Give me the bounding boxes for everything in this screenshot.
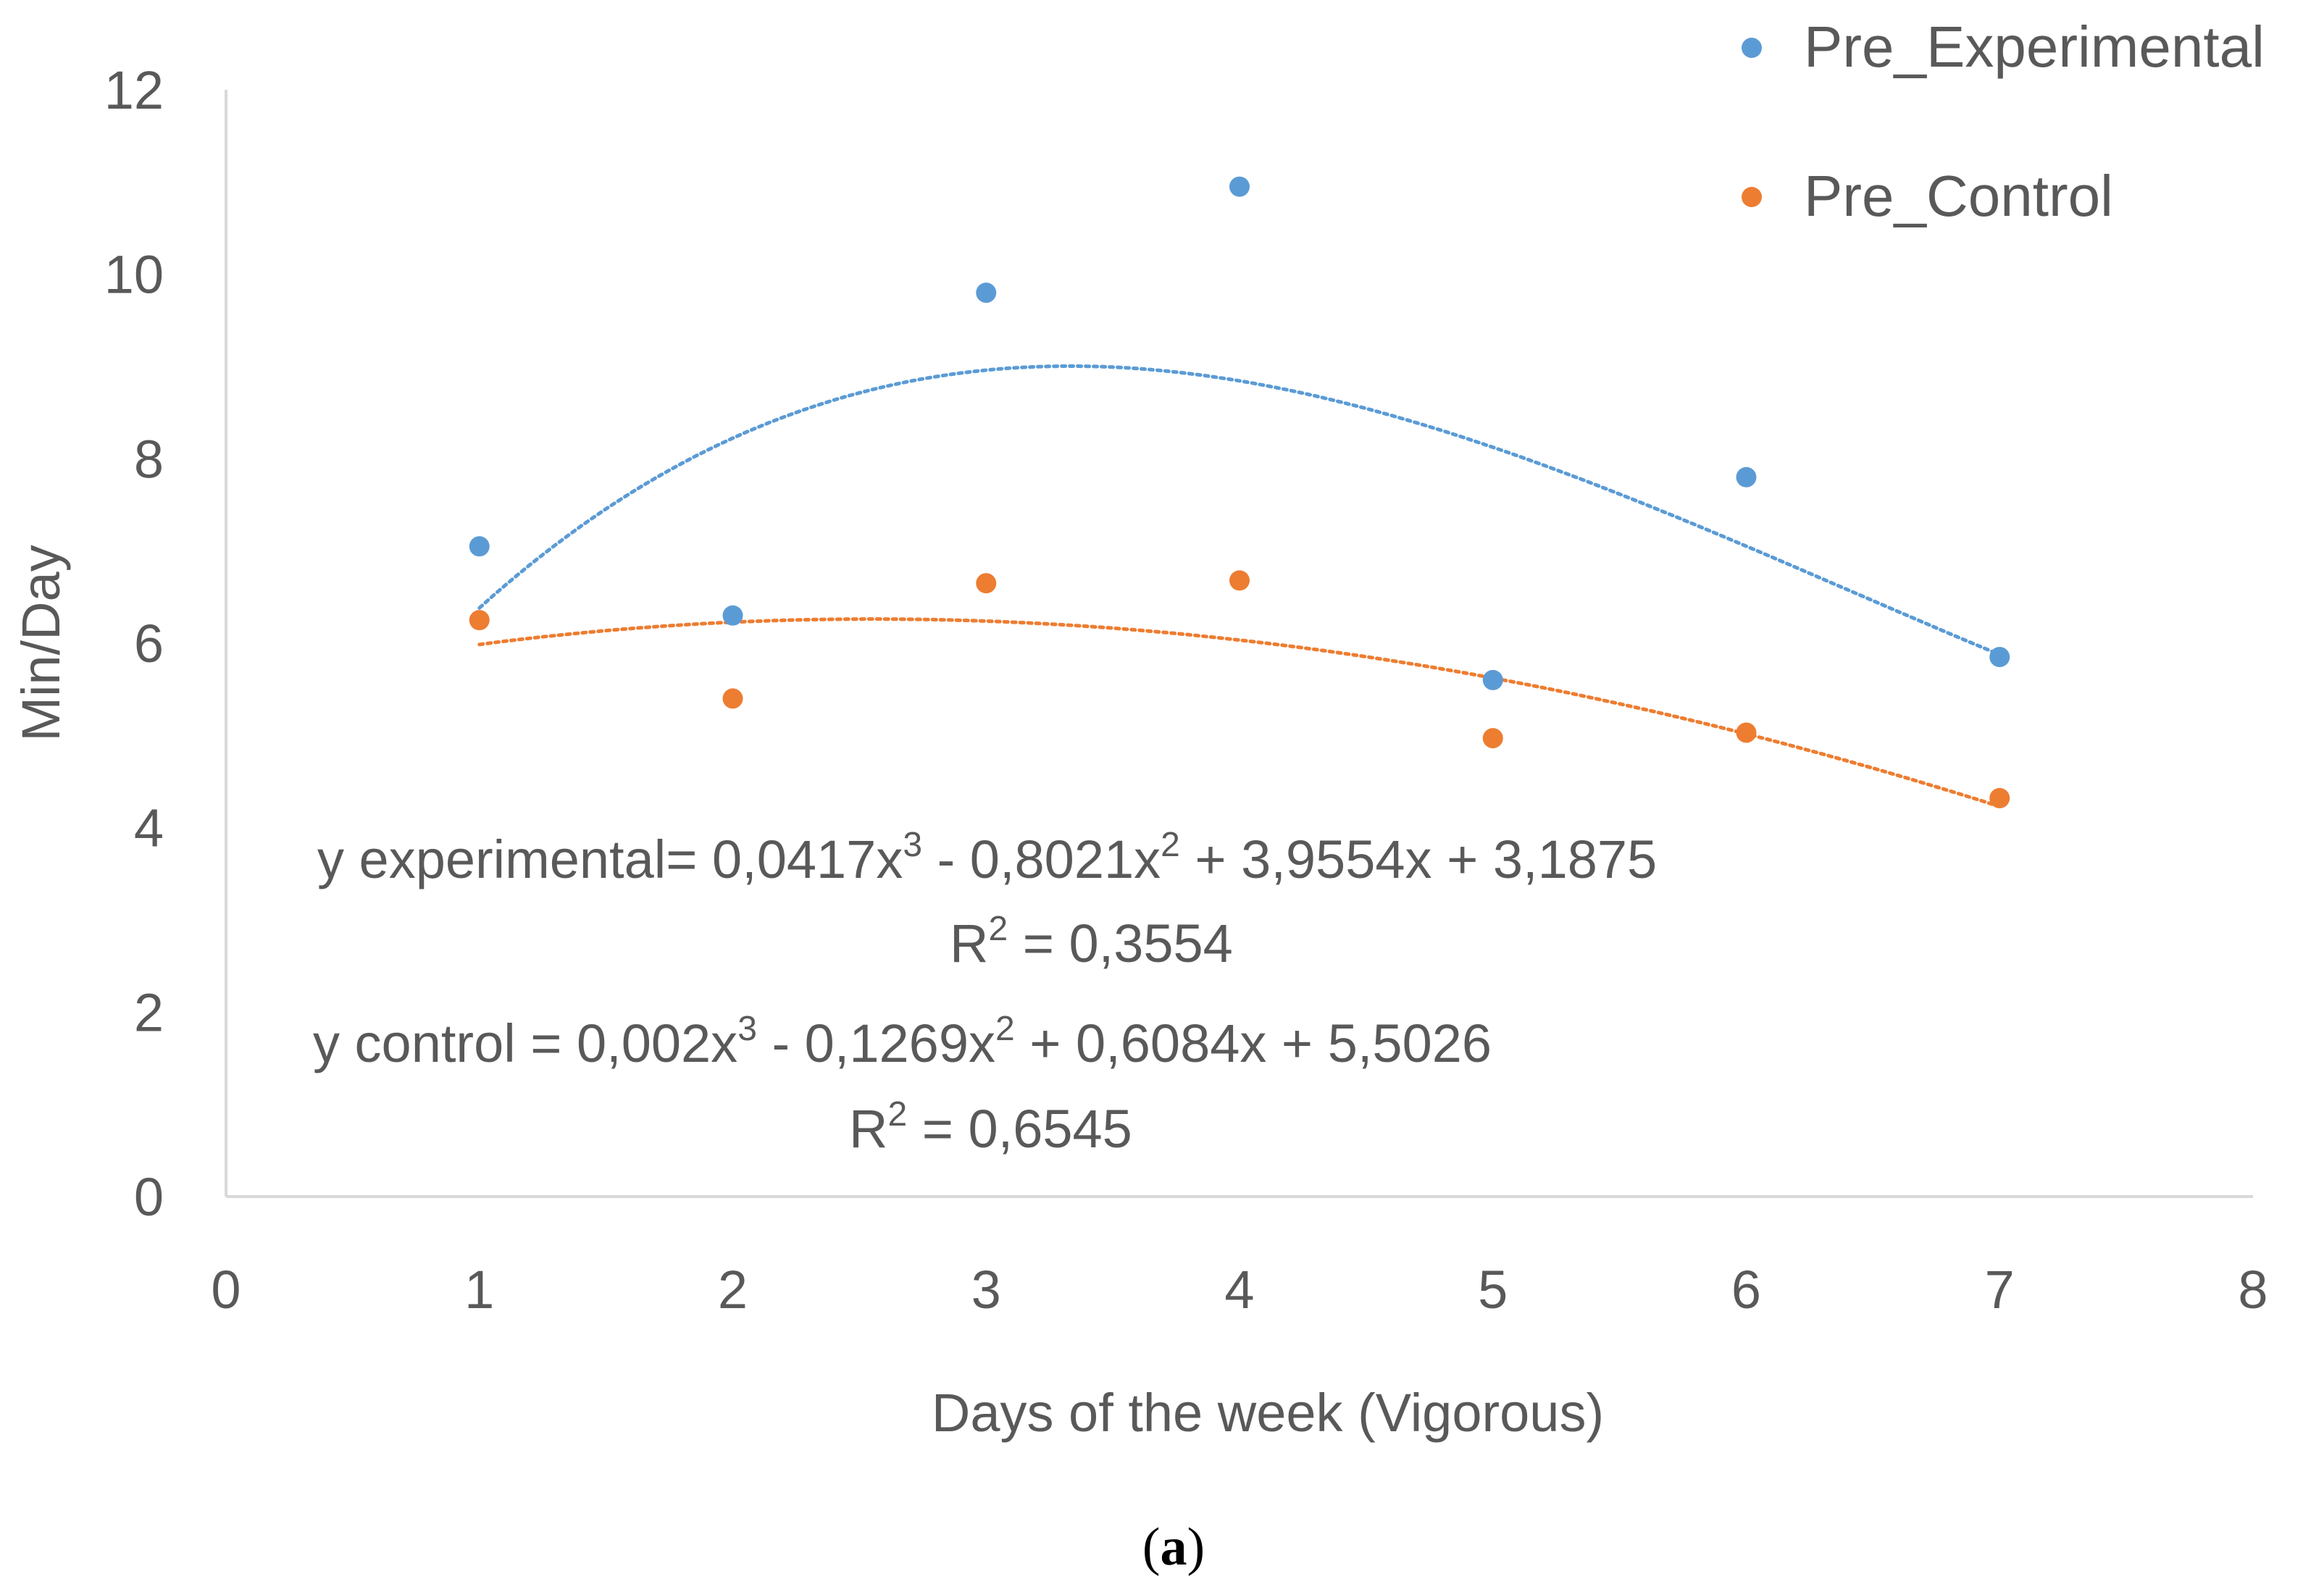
- data-point-pre-experimental: [469, 536, 490, 557]
- superscript-2: 2: [1161, 826, 1180, 864]
- data-point-pre-control: [976, 573, 997, 594]
- x-tick-label: 1: [464, 1260, 494, 1320]
- data-point-pre-experimental: [722, 605, 743, 626]
- superscript-3: 3: [737, 1010, 757, 1048]
- data-point-pre-control: [469, 610, 490, 631]
- legend-marker-pre-experimental: [1742, 38, 1762, 58]
- y-axis-title: Min/Day: [11, 545, 71, 741]
- x-tick-label: 0: [211, 1260, 241, 1320]
- data-point-pre-experimental: [1736, 466, 1757, 487]
- x-tick-label: 2: [718, 1260, 748, 1320]
- x-tick-label: 8: [2238, 1260, 2267, 1320]
- data-point-pre-experimental: [1989, 647, 2010, 668]
- x-tick-label: 6: [1731, 1260, 1761, 1320]
- data-point-pre-control: [1482, 728, 1503, 749]
- experimental-r-squared: R2 = 0,3554: [950, 910, 1233, 973]
- data-point-pre-control: [1229, 570, 1250, 591]
- figure-caption: (a): [1142, 1517, 1205, 1577]
- data-point-pre-experimental: [1229, 176, 1250, 197]
- control-equation: y control = 0,002x3 - 0,1269x2 + 0,6084x…: [313, 1010, 1492, 1073]
- legend-label-pre-experimental: Pre_Experimental: [1804, 14, 2265, 79]
- x-tick-label: 5: [1478, 1260, 1508, 1320]
- trendline-pre-control: [477, 617, 2002, 808]
- x-tick-label: 4: [1224, 1260, 1254, 1320]
- x-tick-labels: 0 1 2 3 4 5 6 7 8: [211, 1260, 2267, 1320]
- legend: Pre_Experimental Pre_Control: [1742, 14, 2265, 228]
- trendline-pre-experimental: [477, 364, 2002, 657]
- x-axis-title: Days of the week (Vigorous): [932, 1383, 1604, 1443]
- superscript-3: 3: [903, 826, 922, 864]
- y-tick-label: 6: [134, 613, 164, 674]
- data-point-pre-control: [722, 688, 743, 709]
- data-point-pre-control: [1736, 722, 1757, 743]
- x-tick-label: 7: [1985, 1260, 2015, 1320]
- superscript-2: 2: [988, 910, 1008, 948]
- x-tick-label: 3: [971, 1260, 1001, 1320]
- y-tick-label: 2: [134, 982, 164, 1042]
- y-tick-label: 10: [104, 245, 164, 305]
- superscript-2: 2: [995, 1010, 1015, 1048]
- y-tick-label: 8: [134, 429, 164, 489]
- y-tick-label: 0: [134, 1167, 164, 1227]
- superscript-2: 2: [887, 1095, 907, 1134]
- y-tick-labels: 0 2 4 6 8 10 12: [104, 60, 164, 1227]
- legend-label-pre-control: Pre_Control: [1804, 164, 2113, 228]
- experimental-equation: y experimental= 0,0417x3 - 0,8021x2 + 3,…: [317, 826, 1657, 889]
- y-tick-label: 12: [104, 60, 164, 120]
- y-tick-label: 4: [134, 798, 164, 858]
- data-point-pre-experimental: [1482, 669, 1503, 690]
- data-points: [469, 176, 2010, 808]
- data-point-pre-control: [1989, 787, 2010, 808]
- legend-marker-pre-control: [1742, 187, 1762, 207]
- data-point-pre-experimental: [976, 282, 997, 303]
- control-r-squared: R2 = 0,6545: [849, 1095, 1132, 1159]
